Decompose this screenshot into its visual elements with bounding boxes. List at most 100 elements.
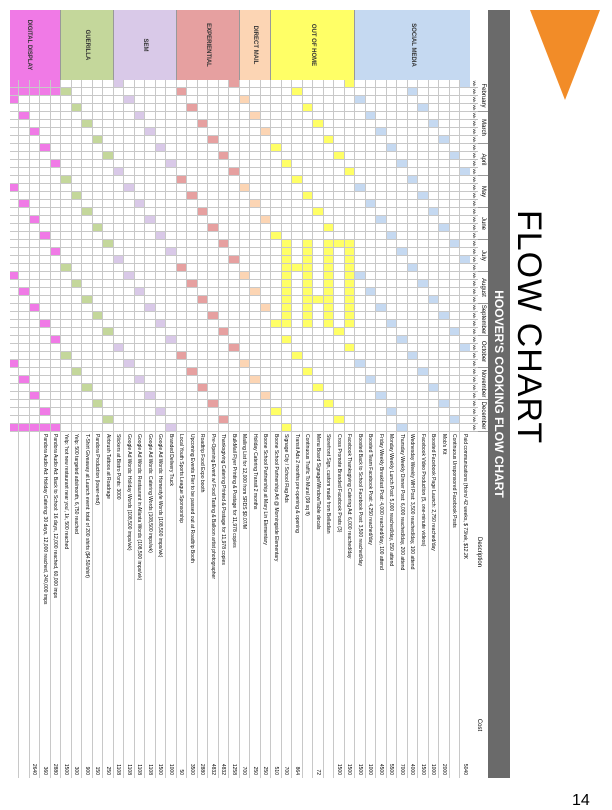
schedule-cell xyxy=(102,400,113,408)
schedule-cell xyxy=(449,136,460,144)
schedule-cell xyxy=(123,192,134,200)
schedule-cell xyxy=(92,392,103,400)
week-label: Wk xyxy=(470,336,478,344)
schedule-cell xyxy=(417,288,428,296)
schedule-cell xyxy=(459,96,470,104)
schedule-cell xyxy=(375,288,386,296)
schedule-cell xyxy=(123,240,134,248)
schedule-cell xyxy=(333,400,344,408)
schedule-cell xyxy=(228,352,239,360)
schedule-cell xyxy=(144,408,155,416)
schedule-cell xyxy=(29,320,40,328)
schedule-cell xyxy=(365,240,376,248)
schedule-cell xyxy=(386,120,397,128)
schedule-cell xyxy=(438,320,449,328)
schedule-cell xyxy=(197,376,208,384)
schedule-cell xyxy=(312,280,323,288)
schedule-cell xyxy=(428,224,439,232)
row-description: Stickers at Bistro Ponts: 3000 xyxy=(113,432,124,672)
schedule-cell xyxy=(438,384,449,392)
schedule-cell xyxy=(207,168,218,176)
schedule-cell xyxy=(260,176,271,184)
schedule-cell xyxy=(323,360,334,368)
row-description: Pandora Production (lower-end) xyxy=(92,432,103,672)
schedule-cell xyxy=(438,368,449,376)
schedule-cell xyxy=(323,304,334,312)
schedule-cell xyxy=(365,232,376,240)
schedule-cell xyxy=(176,208,187,216)
schedule-cell xyxy=(60,408,71,416)
schedule-cell xyxy=(270,88,281,96)
schedule-cell xyxy=(281,96,292,104)
schedule-cell xyxy=(18,192,29,200)
schedule-cell xyxy=(165,88,176,96)
schedule-cell xyxy=(428,240,439,248)
schedule-cell xyxy=(144,304,155,312)
schedule-cell xyxy=(228,312,239,320)
schedule-cell xyxy=(260,320,271,328)
schedule-cell xyxy=(113,144,124,152)
schedule-cell xyxy=(39,312,50,320)
schedule-cell xyxy=(186,232,197,240)
schedule-cell xyxy=(18,200,29,208)
schedule-cell xyxy=(176,88,187,96)
schedule-cell xyxy=(365,336,376,344)
schedule-cell xyxy=(197,136,208,144)
schedule-cell xyxy=(354,264,365,272)
schedule-cell xyxy=(207,112,218,120)
schedule-cell xyxy=(197,400,208,408)
schedule-cell xyxy=(281,176,292,184)
schedule-cell xyxy=(60,88,71,96)
schedule-cell xyxy=(449,248,460,256)
row-cost: 4832 xyxy=(218,672,229,778)
schedule-cell xyxy=(81,320,92,328)
schedule-cell xyxy=(186,224,197,232)
schedule-cell xyxy=(270,120,281,128)
schedule-cell xyxy=(281,200,292,208)
schedule-cell xyxy=(428,320,439,328)
schedule-cell xyxy=(18,104,29,112)
schedule-cell xyxy=(323,240,334,248)
schedule-cell xyxy=(92,232,103,240)
schedule-cell xyxy=(333,200,344,208)
schedule-cell xyxy=(102,312,113,320)
schedule-cell xyxy=(92,384,103,392)
schedule-cell xyxy=(449,296,460,304)
schedule-cell xyxy=(365,104,376,112)
schedule-cell xyxy=(113,256,124,264)
schedule-cell xyxy=(281,216,292,224)
schedule-cell xyxy=(386,160,397,168)
schedule-cell xyxy=(197,304,208,312)
schedule-cell xyxy=(123,304,134,312)
schedule-cell xyxy=(428,200,439,208)
schedule-cell xyxy=(270,96,281,104)
schedule-cell xyxy=(386,224,397,232)
schedule-cell xyxy=(365,208,376,216)
schedule-cell xyxy=(60,232,71,240)
row-description: Roadtrip Food Expo booth xyxy=(197,432,208,672)
schedule-cell xyxy=(123,80,134,88)
schedule-cell xyxy=(459,408,470,416)
schedule-cell xyxy=(39,304,50,312)
schedule-cell xyxy=(165,224,176,232)
schedule-cell xyxy=(438,352,449,360)
schedule-cell xyxy=(165,312,176,320)
schedule-cell xyxy=(323,320,334,328)
schedule-cell xyxy=(155,96,166,104)
schedule-cell xyxy=(144,424,155,432)
schedule-cell xyxy=(102,320,113,328)
schedule-cell xyxy=(155,256,166,264)
schedule-cell xyxy=(459,216,470,224)
schedule-cell xyxy=(134,424,145,432)
schedule-cell xyxy=(10,264,19,272)
schedule-cell xyxy=(302,416,313,424)
schedule-cell xyxy=(197,296,208,304)
schedule-cell xyxy=(71,96,82,104)
schedule-cell xyxy=(270,144,281,152)
schedule-cell xyxy=(102,152,113,160)
schedule-cell xyxy=(144,168,155,176)
schedule-cell xyxy=(186,152,197,160)
schedule-cell xyxy=(165,232,176,240)
schedule-cell xyxy=(102,192,113,200)
schedule-cell xyxy=(365,376,376,384)
